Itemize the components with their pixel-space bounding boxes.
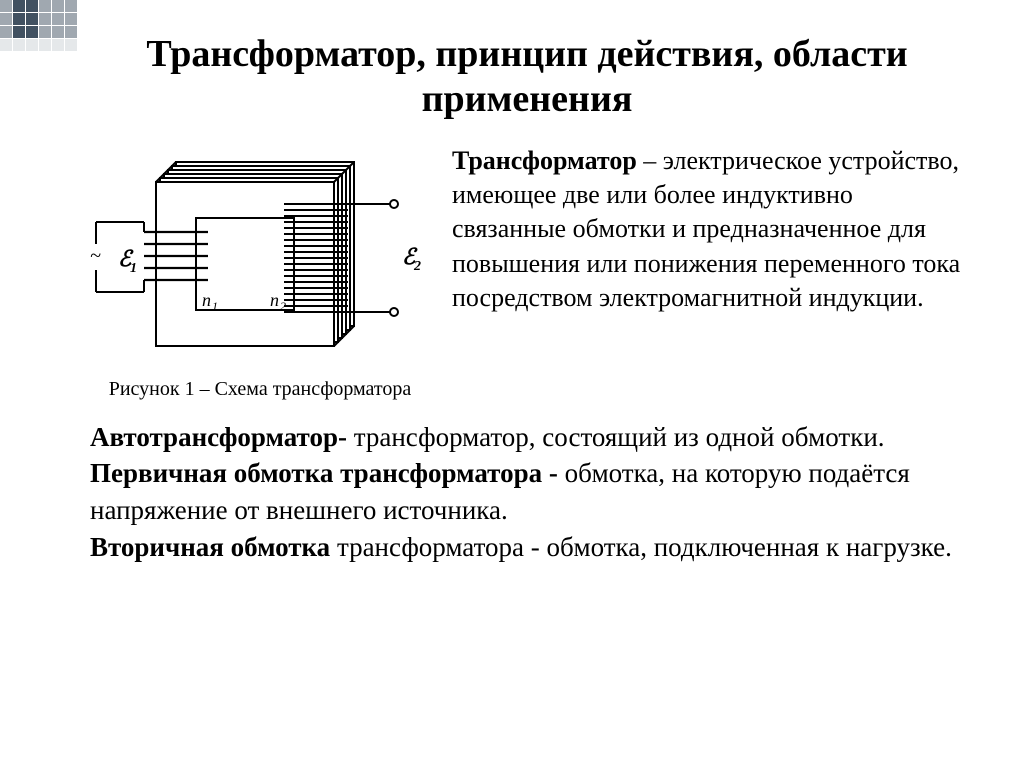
top-row: ~ ℰ 1 ℰ 2 n 1 n 2 Рисунок 1 – Схема тран… [90,144,964,401]
page-title: Трансформатор, принцип действия, области… [90,32,964,122]
definition-text: Трансформатор – электрическое устройство… [452,144,964,316]
term-primary: Первичная обмотка трансформатора - [90,458,565,488]
definition-term: Трансформатор [452,146,637,175]
para-secondary: Вторичная обмотка трансформатора - обмот… [90,529,964,566]
label-n1-sub: 1 [212,299,218,313]
label-n1: n [202,290,211,310]
term-auto: Автотрансформатор- [90,422,354,452]
label-e1-sub: 1 [130,261,137,276]
term-secondary: Вторичная обмотка [90,532,337,562]
para-primary: Первичная обмотка трансформатора - обмот… [90,455,964,528]
text-auto: трансформатор, состоящий из одной обмотк… [354,422,885,452]
text-secondary: трансформатора - обмотка, подключенная к… [337,532,952,562]
label-n2-sub: 2 [280,299,286,313]
label-n2: n [270,290,279,310]
corner-decoration [0,0,90,60]
slide: Трансформатор, принцип действия, области… [0,0,1024,596]
transformer-diagram: ~ ℰ 1 ℰ 2 n 1 n 2 [90,144,430,364]
figure-caption: Рисунок 1 – Схема трансформатора [90,378,430,401]
label-tilde: ~ [90,245,101,267]
body-paragraphs: Автотрансформатор- трансформатор, состоя… [90,419,964,566]
para-auto: Автотрансформатор- трансформатор, состоя… [90,419,964,456]
label-e2-sub: 2 [413,259,421,274]
figure-column: ~ ℰ 1 ℰ 2 n 1 n 2 Рисунок 1 – Схема тран… [90,144,430,401]
